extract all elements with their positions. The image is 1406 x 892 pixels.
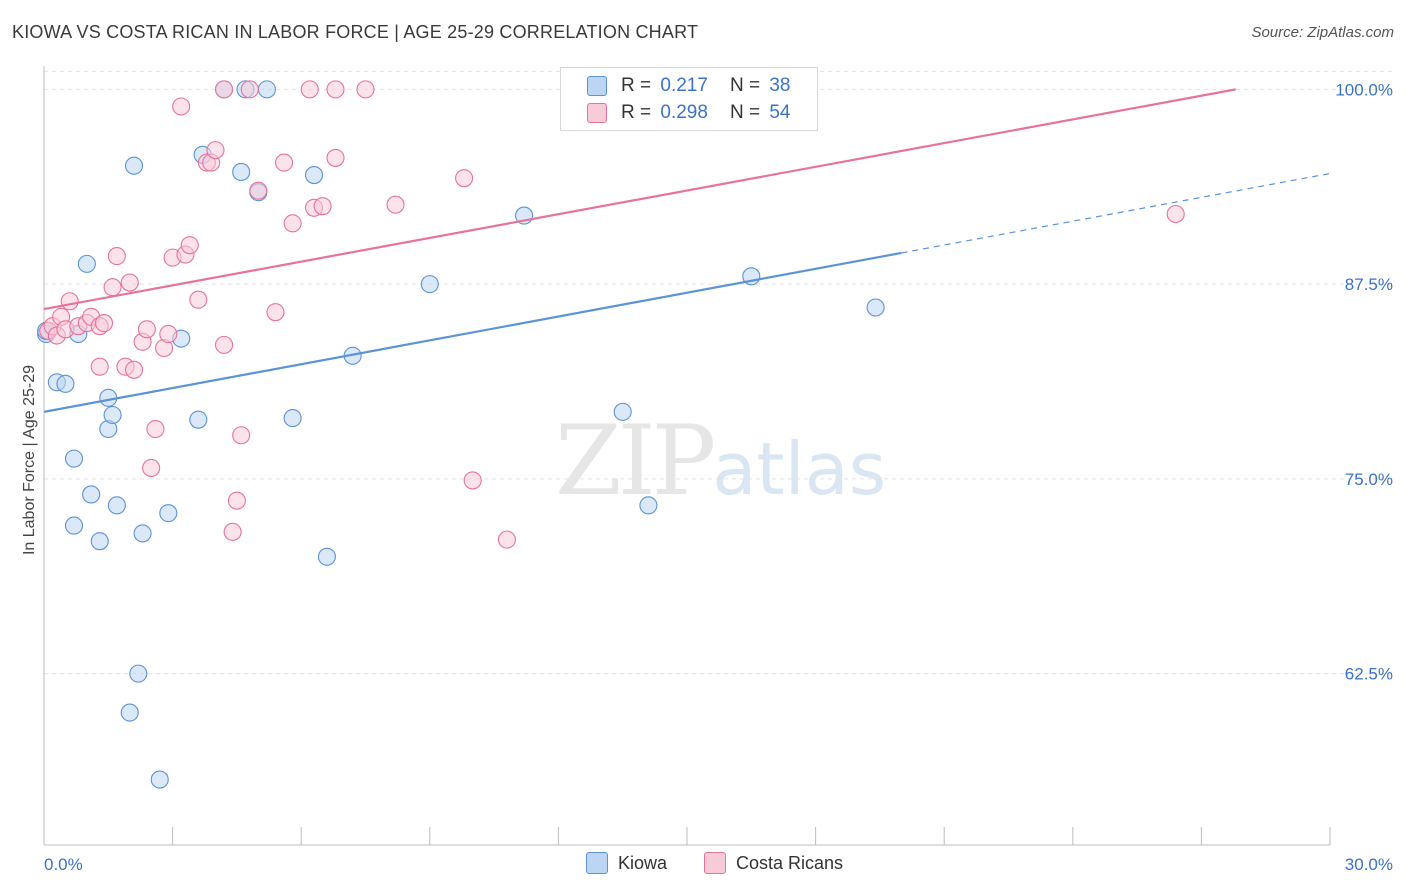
bottom-swatch-costa-ricans: [704, 852, 726, 874]
kiowa-point: [124, 156, 144, 175]
costa-ricans-point: [146, 419, 165, 439]
kiowa-point: [420, 275, 439, 294]
kiowa-point: [107, 496, 126, 515]
costa-ricans-point: [159, 324, 178, 344]
costa-ricans-point: [214, 80, 234, 99]
costa-ricans-point: [223, 522, 242, 541]
watermark: ZIPatlas: [555, 405, 886, 517]
legend-swatch-costa-ricans: [587, 103, 607, 123]
costa-ricans-point: [107, 247, 126, 266]
kiowa-point: [257, 80, 276, 99]
bottom-legend-costa-ricans: Costa Ricans: [704, 852, 843, 874]
bottom-swatch-kiowa: [586, 852, 608, 874]
kiowa-point: [90, 532, 109, 551]
y-axis-label: In Labor Force | Age 25-29: [21, 364, 38, 556]
kiowa-point: [317, 547, 336, 566]
costa-ricans-point: [326, 80, 345, 99]
kiowa-point: [866, 298, 885, 317]
costa-ricans-point: [497, 530, 517, 549]
legend-row-costa-ricans: R = 0.298 N = 54: [587, 101, 790, 125]
costa-ricans-point: [232, 426, 251, 445]
legend-r-label: R =: [621, 102, 652, 123]
y-tick-label: 75.0%: [1345, 470, 1393, 489]
x-tick-label: 0.0%: [44, 855, 83, 874]
kiowa-point: [133, 524, 152, 543]
kiowa-point: [56, 374, 75, 393]
kiowa-trend-line: [43, 251, 902, 413]
legend-r-value: 0.217: [660, 75, 708, 96]
watermark-atlas: atlas: [712, 427, 887, 511]
bottom-legend-kiowa: Kiowa: [586, 852, 667, 874]
y-tick-label: 87.5%: [1345, 275, 1393, 294]
costa-ricans-point: [172, 97, 191, 116]
y-tick-label: 62.5%: [1345, 665, 1393, 684]
costa-ricans-point: [60, 292, 79, 311]
legend-row-kiowa: R = 0.217 N = 38: [587, 74, 790, 98]
costa-ricans-point: [1166, 204, 1185, 224]
costa-ricans-trend-line: [43, 88, 1236, 311]
bottom-legend-label: Kiowa: [618, 852, 668, 873]
costa-ricans-point: [189, 290, 208, 309]
kiowa-point: [639, 496, 658, 515]
costa-ricans-point: [137, 320, 156, 339]
costa-ricans-point: [227, 491, 246, 510]
kiowa-point: [232, 162, 251, 181]
costa-ricans-point: [103, 278, 122, 297]
costa-ricans-point: [455, 169, 474, 188]
costa-ricans-point: [266, 303, 285, 322]
legend-n-value: 54: [769, 102, 791, 123]
kiowa-point: [82, 485, 101, 504]
kiowa-point: [103, 405, 122, 425]
kiowa-point: [120, 703, 139, 722]
costa-ricans-point: [463, 471, 482, 490]
kiowa-point: [283, 409, 302, 428]
legend-r-label: R =: [621, 75, 652, 96]
kiowa-point: [150, 770, 169, 789]
kiowa-trend-extension: [901, 172, 1331, 254]
costa-ricans-point: [240, 80, 259, 99]
source-credit: Source: ZipAtlas.com: [1251, 24, 1394, 41]
costa-ricans-point: [90, 357, 109, 376]
correlation-legend: R = 0.217 N = 38 R = 0.298 N = 54: [560, 67, 818, 131]
costa-ricans-point: [206, 141, 225, 160]
kiowa-point: [64, 449, 84, 468]
y-tick-label: 100.0%: [1335, 80, 1393, 99]
costa-ricans-point: [283, 214, 302, 233]
costa-ricans-point: [180, 236, 199, 255]
costa-ricans-point: [386, 195, 405, 214]
costa-ricans-point: [214, 335, 234, 354]
kiowa-point: [159, 504, 178, 523]
costa-ricans-point: [120, 273, 139, 292]
legend-n-value: 38: [769, 75, 791, 96]
costa-ricans-point: [356, 80, 375, 99]
kiowa-point: [77, 254, 96, 273]
costa-ricans-point: [313, 197, 332, 216]
costa-ricans-point: [300, 80, 319, 99]
costa-ricans-point: [326, 148, 345, 167]
kiowa-point: [129, 664, 148, 683]
costa-ricans-point: [249, 181, 268, 200]
kiowa-point: [64, 516, 84, 535]
costa-ricans-point: [94, 314, 114, 333]
watermark-zip: ZIP: [555, 405, 716, 517]
costa-ricans-point: [275, 153, 294, 172]
kiowa-point: [613, 402, 632, 421]
bottom-legend-label: Costa Ricans: [736, 852, 844, 873]
kiowa-point: [189, 410, 208, 429]
legend-n-label: N =: [729, 102, 761, 123]
chart-title: KIOWA VS COSTA RICAN IN LABOR FORCE | AG…: [12, 22, 699, 42]
x-tick-label: 30.0%: [1345, 855, 1393, 874]
costa-ricans-point: [124, 360, 144, 379]
legend-swatch-kiowa: [587, 76, 607, 96]
legend-r-value: 0.298: [660, 102, 708, 123]
legend-n-label: N =: [729, 75, 761, 96]
costa-ricans-point: [142, 458, 161, 478]
kiowa-point: [305, 166, 324, 185]
